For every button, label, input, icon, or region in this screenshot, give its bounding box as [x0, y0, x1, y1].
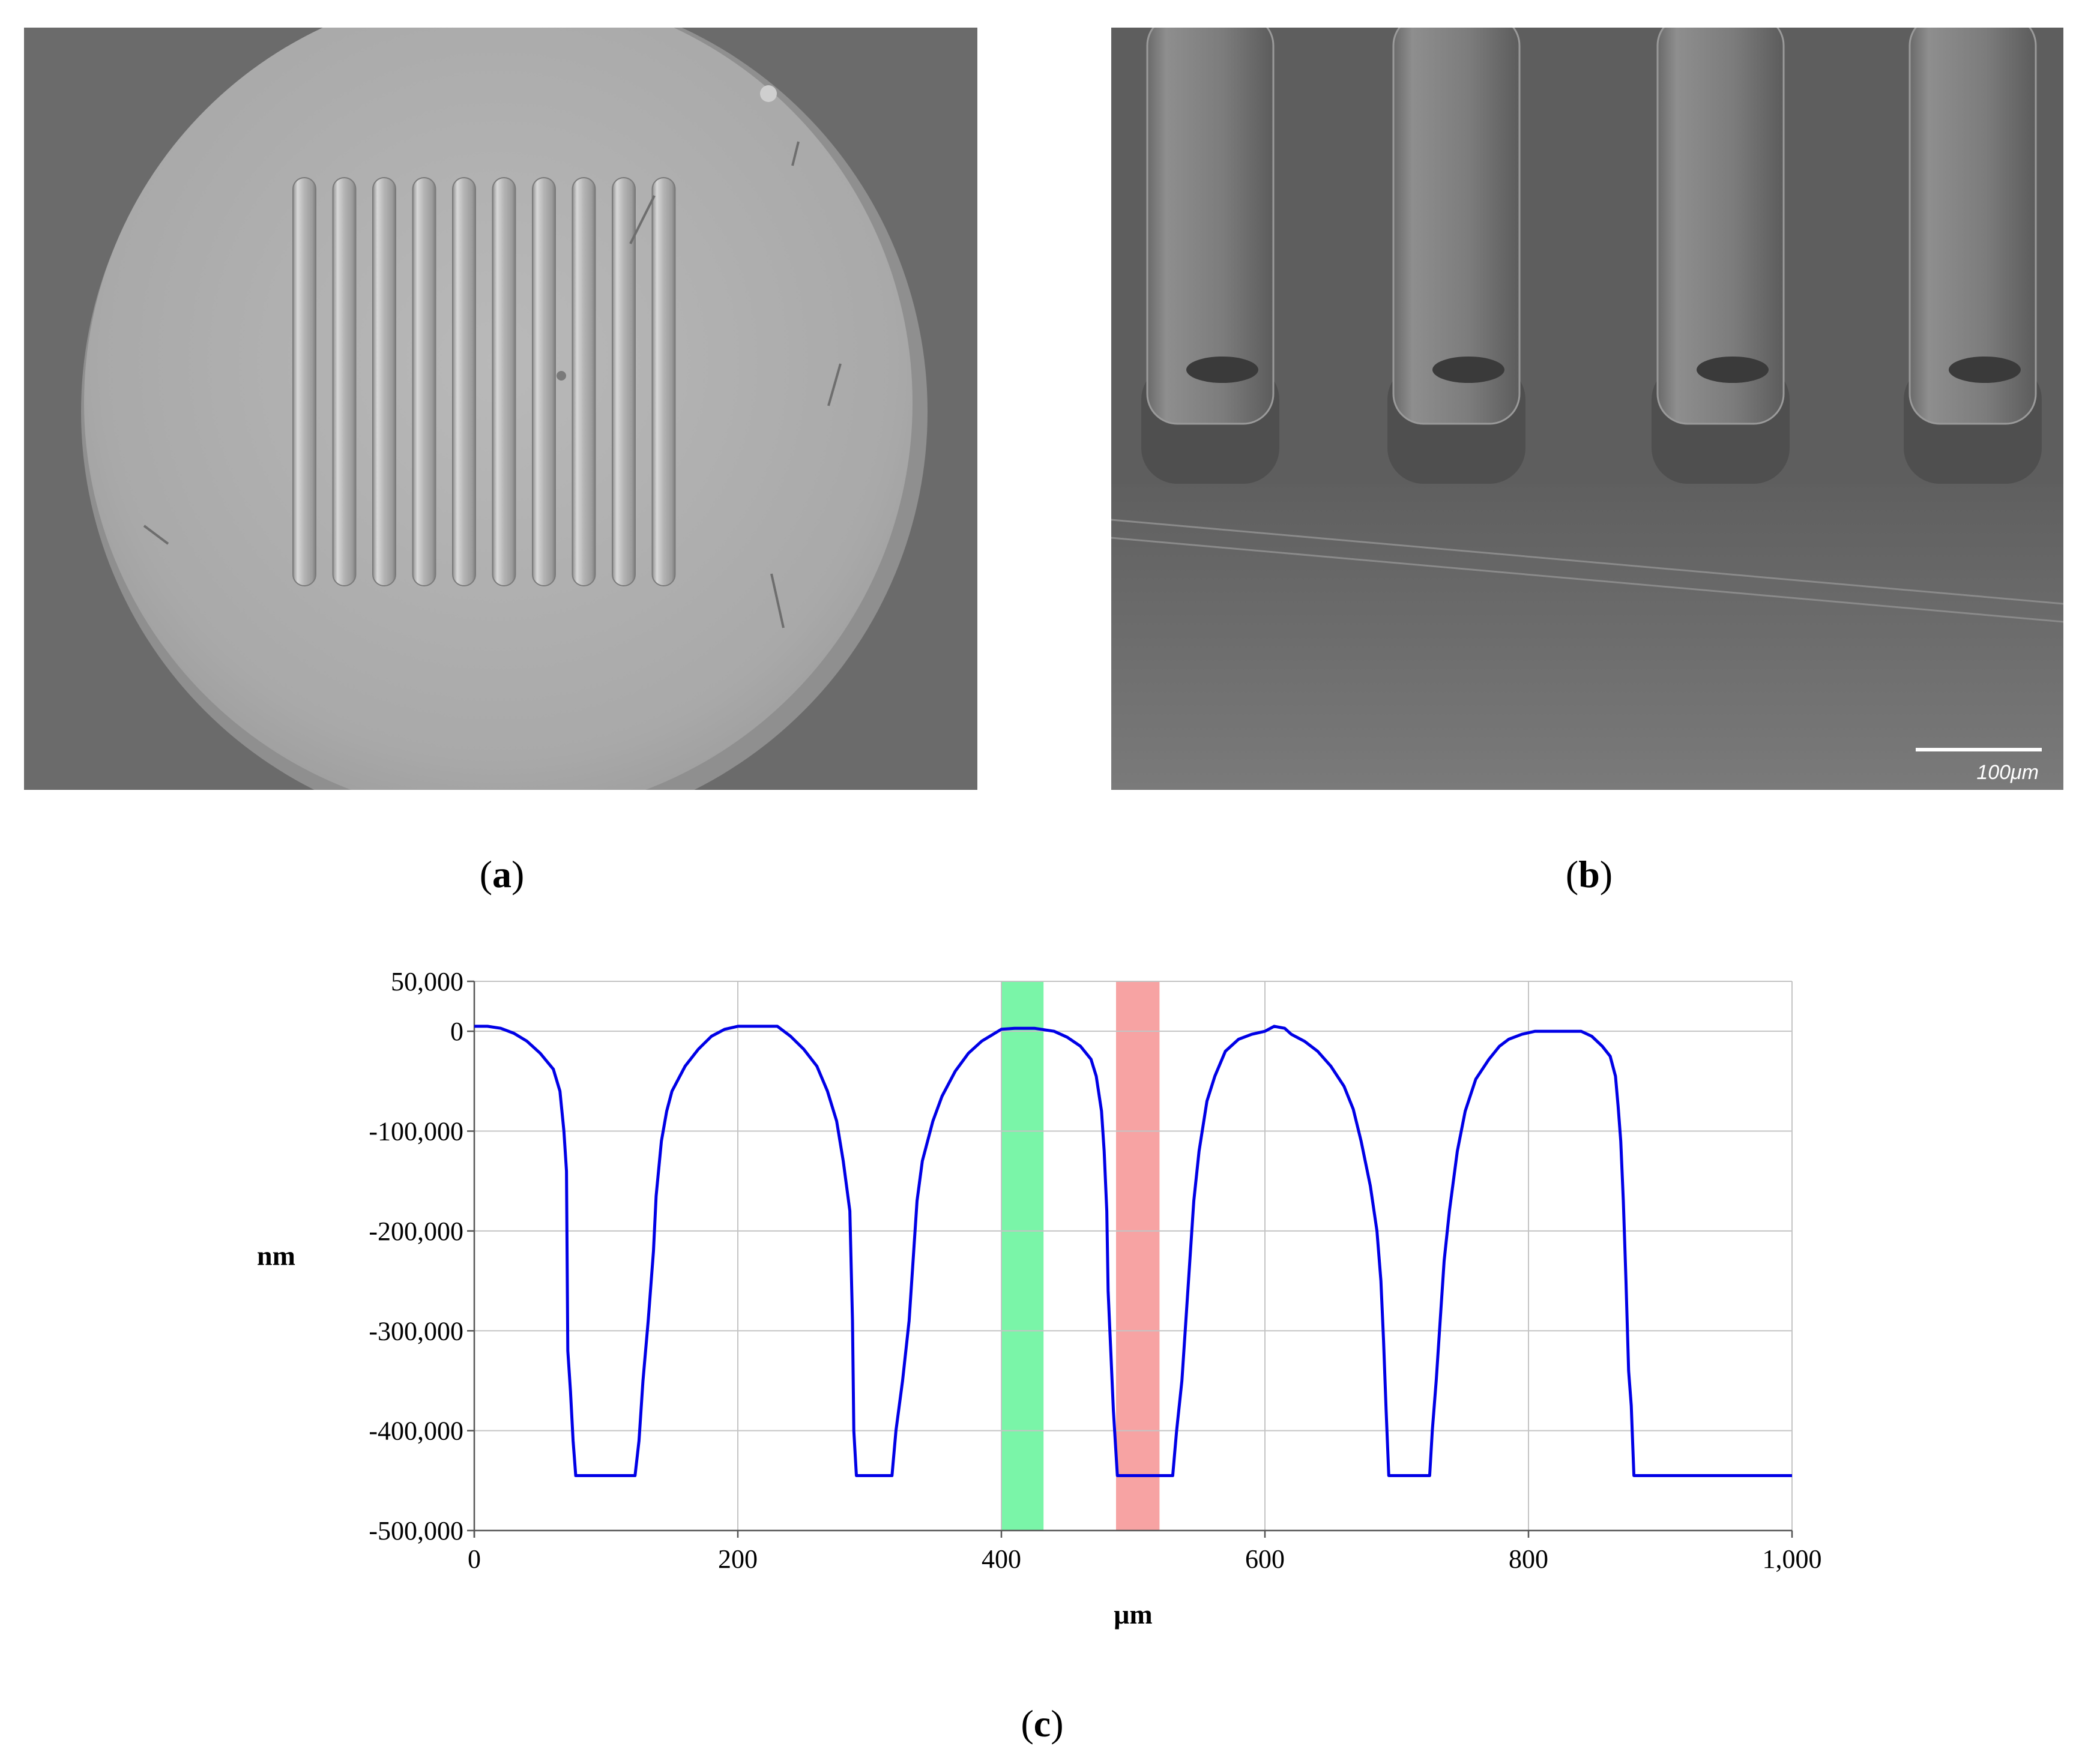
x-tick-label: 400 [982, 1544, 1021, 1574]
highlight-bands [1001, 981, 1160, 1531]
sem-image-b: 100μm [1111, 28, 2063, 790]
sem-image-a [24, 28, 977, 790]
caption-b: (b) [1565, 853, 1613, 896]
pillar [1392, 28, 1521, 425]
caption-c: (c) [1021, 1702, 1064, 1745]
scale-bar: 100μm [1916, 748, 2042, 784]
scale-bar-line [1916, 748, 2042, 751]
pillar [1908, 28, 2037, 425]
x-tick-label: 600 [1245, 1544, 1285, 1574]
debris-particle [557, 371, 566, 381]
stripe [292, 177, 316, 586]
x-axis-label: μm [1114, 1599, 1152, 1630]
x-tick-label: 1,000 [1763, 1544, 1822, 1574]
pillar-array [1141, 28, 2042, 484]
stripe [412, 177, 436, 586]
pillar-tip-shadow [1432, 357, 1504, 383]
y-tick-label: -100,000 [369, 1117, 463, 1146]
x-tick-label: 200 [718, 1544, 758, 1574]
pillar [1656, 28, 1785, 425]
scale-bar-label: 100μm [1976, 761, 2039, 784]
stripe-array [292, 177, 676, 586]
stripe [532, 177, 556, 586]
surface-scratches [143, 141, 842, 628]
y-tick-label: -500,000 [369, 1516, 463, 1546]
stripe [572, 177, 596, 586]
stripe [612, 177, 636, 586]
y-tick-label: -200,000 [369, 1217, 463, 1246]
pillar-tip-shadow [1697, 357, 1769, 383]
height-profile-line [474, 1025, 1792, 1477]
profile-chart: 0 200 400 600 800 1,000 50,000 0 -100,000 -200,0… [257, 967, 1822, 1630]
y-tick-label: -300,000 [369, 1316, 463, 1346]
y-tick-labels: 50,000 0 -100,000 -200,000 -300,000 -400,000 -… [369, 967, 463, 1546]
stripe [452, 177, 476, 586]
stripe [492, 177, 516, 586]
y-axis-label: nm [257, 1241, 295, 1271]
x-tick-label: 0 [468, 1544, 481, 1574]
sem-image-a-drawing [24, 28, 977, 790]
debris-particle [760, 85, 777, 102]
stripe [651, 177, 676, 586]
x-tick-label: 800 [1509, 1544, 1548, 1574]
x-tick-labels: 0 200 400 600 800 1,000 [468, 1544, 1822, 1574]
pillar-tip-shadow [1949, 357, 2021, 383]
y-tick-label: -400,000 [369, 1416, 463, 1446]
stripe [332, 177, 357, 586]
pillar [1146, 28, 1275, 425]
highlight-band [1001, 981, 1044, 1531]
pillar-tip-shadow [1186, 357, 1258, 383]
substrate-floor [1111, 484, 2063, 790]
sem-image-b-drawing: 100μm [1111, 28, 2063, 790]
stripe [372, 177, 396, 586]
y-tick-label: 50,000 [391, 967, 463, 996]
y-tick-label: 0 [450, 1017, 463, 1046]
substrate-ridge-lines [1111, 519, 2063, 623]
highlight-band [1115, 981, 1160, 1531]
caption-a: (a) [479, 853, 525, 896]
